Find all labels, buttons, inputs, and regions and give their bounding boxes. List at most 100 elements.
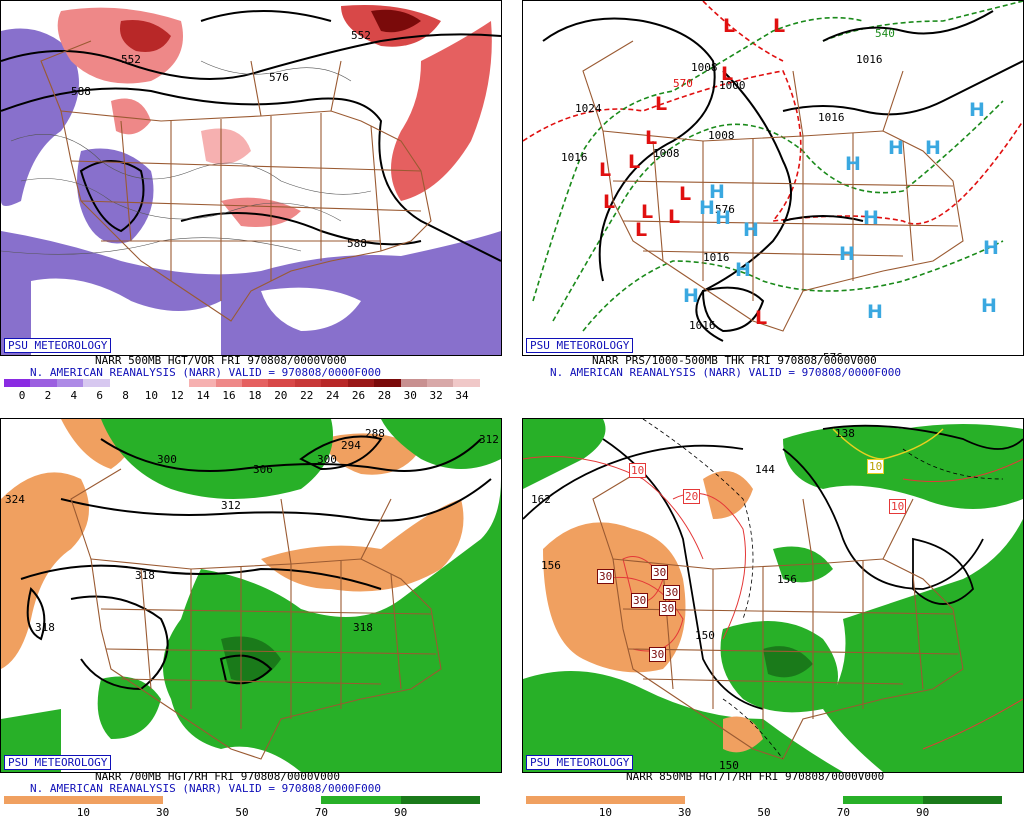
height-label: 150: [695, 629, 715, 642]
high-center-icon: H: [845, 153, 861, 175]
colorbar-tick-label: 14: [196, 389, 210, 402]
caption-valid: N. AMERICAN REANALYSIS (NARR) VALID = 97…: [30, 782, 381, 795]
height-label: 312: [221, 499, 241, 512]
high-center-icon: H: [925, 137, 941, 159]
colorbar-segment: [347, 379, 375, 387]
isobar-label: 1024: [575, 102, 602, 115]
height-label: 294: [341, 439, 361, 452]
temperature-label: 10: [889, 499, 907, 514]
vorticity-max: [371, 9, 421, 33]
vorticity-region: [1, 28, 79, 206]
map-700mb: 300 306 300 294 288 312 318 318 318 312 …: [0, 418, 502, 773]
high-center-icon: H: [683, 285, 699, 307]
isobar-label: 1016: [561, 151, 588, 164]
caption-title: NARR 850MB HGT/T/RH FRI 970808/0000V000: [626, 770, 885, 783]
colorbar-tick-label: 50: [757, 806, 771, 819]
moist-region: [823, 519, 1023, 772]
temperature-label: 30: [649, 647, 667, 662]
low-center-icon: L: [641, 201, 654, 223]
colorbar-ticks: 10 30 50 70 90: [526, 807, 1002, 819]
moist-region: [221, 636, 281, 682]
thickness-label: 576: [715, 203, 735, 216]
temperature-label: 30: [597, 569, 615, 584]
colorbar-tick-label: 24: [325, 389, 340, 402]
height-label: 552: [351, 29, 371, 42]
colorbar-segment: [109, 379, 137, 387]
low-center-icon: L: [721, 63, 734, 85]
isobar-label: 1016: [703, 251, 730, 264]
height-label: 318: [35, 621, 55, 634]
moist-region: [101, 419, 333, 499]
thickness-label: 570: [673, 77, 693, 90]
colorbar-tick-label: 22: [300, 389, 314, 402]
height-label: 288: [365, 427, 385, 440]
colorbar-segment: [215, 379, 242, 387]
psu-badge: PSU METEOROLOGY: [4, 755, 112, 770]
height-label: 318: [353, 621, 373, 634]
colorbar-segment: [83, 379, 110, 387]
vorticity-max: [201, 128, 251, 165]
height-label: 588: [347, 237, 367, 250]
low-center-icon: L: [723, 15, 736, 37]
vorticity-region: [31, 278, 221, 355]
low-center-icon: L: [679, 183, 692, 205]
height-label: 300: [317, 453, 337, 466]
caption-title: NARR 500MB HGT/VOR FRI 970808/0000V000: [95, 354, 347, 367]
low-center-icon: L: [755, 307, 768, 329]
colorbar-tick-label: 12: [170, 389, 184, 402]
height-label: 156: [777, 573, 797, 586]
height-label: 144: [755, 463, 775, 476]
low-center-icon: L: [603, 191, 616, 213]
vorticity-region: [261, 287, 361, 331]
colorbar-segment: [400, 379, 427, 387]
colorbar-tick-label: 30: [156, 806, 170, 819]
high-center-icon: H: [867, 301, 883, 323]
colorbar-tick-label: 26: [351, 389, 366, 402]
colorbar-tick-label: 90: [394, 806, 408, 819]
colorbar-segment: [374, 379, 401, 387]
map-prs-thk: 1024 1016 1008 1008 1000 1016 1016 1016 …: [522, 0, 1024, 356]
psu-badge: PSU METEOROLOGY: [4, 338, 112, 353]
vorticity-max: [391, 21, 492, 201]
panel-850mb-hgt-t-rh: 162 156 150 156 144 138 150 10 20 10 30 …: [522, 418, 1024, 819]
height-label: 150: [719, 759, 739, 772]
colorbar-tick-label: 70: [836, 806, 850, 819]
map-500mb: 588 576 552 552 588: [0, 0, 502, 356]
isobar-label: 1008: [691, 61, 718, 74]
panel-500mb-hgt-vor: 588 576 552 552 588 PSU METEOROLOGY NARR…: [0, 0, 502, 402]
high-center-icon: H: [969, 99, 985, 121]
height-label: 324: [5, 493, 25, 506]
moist-region: [783, 424, 1023, 509]
height-label: 312: [479, 433, 499, 446]
caption-title: NARR PRS/1000-500MB THK FRI 970808/0000V…: [592, 354, 877, 367]
high-center-icon: H: [743, 219, 759, 241]
moist-region: [523, 419, 606, 489]
high-center-icon: H: [888, 137, 904, 159]
map-850mb: 162 156 150 156 144 138 150 10 20 10 30 …: [522, 418, 1024, 773]
colorbar-tick-label: 2: [44, 389, 52, 402]
panel-700mb-hgt-rh: 300 306 300 294 288 312 318 318 318 312 …: [0, 418, 502, 819]
height-label: 318: [135, 569, 155, 582]
colorbar-tick-label: 4: [70, 389, 78, 402]
colorbar-segment: [427, 379, 454, 387]
colorbar-tick-label: 10: [144, 389, 159, 402]
colorbar-tick-label: 90: [916, 806, 930, 819]
colorbar-tick-label: 30: [403, 389, 417, 402]
colorbar-segment: [56, 379, 84, 387]
moist-region: [523, 671, 843, 772]
moist-region: [381, 419, 501, 469]
colorbar-tick-label: 20: [274, 389, 288, 402]
temperature-label: 30: [663, 585, 681, 600]
low-center-icon: L: [599, 159, 612, 181]
temperature-label: 20: [683, 489, 701, 504]
moist-region: [97, 676, 161, 739]
height-label: 138: [835, 427, 855, 440]
colorbar-tick-label: 18: [248, 389, 262, 402]
colorbar: [4, 379, 480, 387]
colorbar-tick-label: 10: [76, 806, 90, 819]
colorbar-segment: [268, 379, 295, 387]
height-label: 576: [269, 71, 289, 84]
height-label: 306: [253, 463, 273, 476]
vorticity-max: [120, 20, 171, 52]
temperature-label: 10: [629, 463, 647, 478]
